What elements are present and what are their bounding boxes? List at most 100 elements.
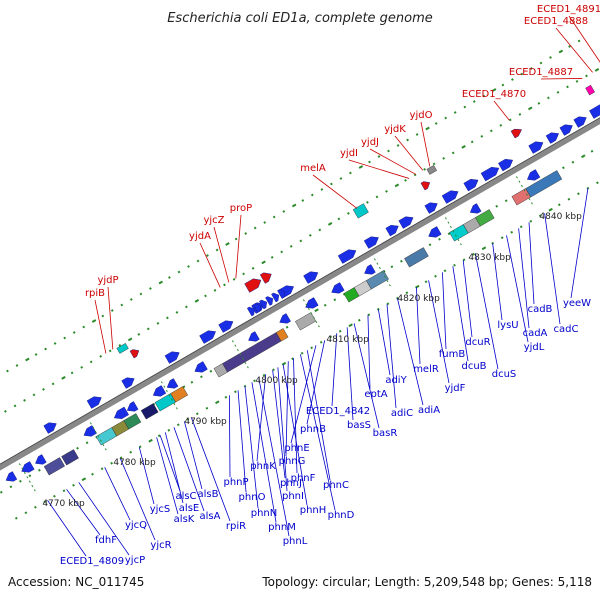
guide-dot	[15, 364, 19, 367]
gene-label-bottom[interactable]: phnJ	[280, 478, 302, 489]
reverse-gene-arrow	[527, 169, 541, 181]
guide-dot	[434, 274, 437, 278]
gene-label-bottom[interactable]: phnN	[251, 508, 278, 519]
gene-label-top[interactable]: ECED1_4870	[462, 89, 526, 100]
gene-label-top[interactable]: yjdI	[340, 148, 358, 159]
gene-label-bottom[interactable]: melR	[413, 364, 439, 375]
gene-label-top[interactable]: melA	[300, 163, 326, 174]
guide-dot	[438, 237, 441, 241]
gene-label-top[interactable]: yjdP	[97, 275, 118, 286]
gene-label-bottom[interactable]: alsA	[200, 511, 221, 522]
label-leader	[528, 222, 535, 305]
gene-label-bottom[interactable]: phnO	[239, 492, 266, 503]
label-leader	[190, 417, 231, 522]
reverse-gene-arrow	[194, 361, 208, 373]
gene-label-bottom[interactable]: basR	[373, 428, 398, 439]
gene-label-top[interactable]: yjdK	[384, 124, 406, 135]
gene-label-bottom[interactable]: phnP	[223, 477, 248, 488]
label-leader	[119, 458, 156, 541]
guide-dot	[596, 181, 599, 185]
gene-label-bottom[interactable]: yjcP	[125, 555, 145, 566]
gene-label-bottom[interactable]: ECED1_4809	[60, 556, 124, 567]
gene-label-bottom[interactable]: adiC	[391, 408, 413, 419]
gene-label-bottom[interactable]: phnD	[328, 510, 355, 521]
guide-dot	[310, 346, 314, 350]
gene-label-bottom[interactable]: dcuR	[465, 337, 490, 348]
gene-label-top[interactable]: yjcZ	[203, 215, 224, 226]
gene-label-bottom[interactable]: adiA	[418, 405, 440, 416]
red-gene-arrow	[129, 349, 140, 359]
gene-label-bottom[interactable]: phnL	[283, 536, 308, 547]
gene-label-bottom[interactable]: adiY	[385, 375, 407, 386]
gene-label-bottom[interactable]: cadA	[523, 328, 548, 339]
guide-dot	[333, 298, 337, 302]
gene-label-bottom[interactable]: ECED1_4842	[306, 406, 370, 417]
guide-dot	[70, 371, 74, 375]
gene-label-bottom[interactable]: phnE	[284, 443, 309, 454]
guide-dot	[368, 160, 371, 164]
gene-label-bottom[interactable]: yjdL	[524, 342, 545, 353]
guide-dot	[376, 307, 380, 311]
guide-dot	[25, 357, 30, 362]
small-feature	[585, 84, 595, 96]
gene-label-bottom[interactable]: phnG	[279, 456, 306, 467]
guide-dot	[156, 322, 160, 325]
gene-label-bottom[interactable]: phnC	[323, 480, 349, 491]
gene-label-bottom[interactable]: alsB	[198, 489, 219, 500]
label-leader	[258, 378, 290, 537]
gene-label-bottom[interactable]: cadC	[554, 324, 579, 335]
guide-dot	[81, 477, 87, 482]
gene-label-bottom[interactable]: rpiR	[226, 521, 246, 532]
guide-dot	[330, 182, 333, 186]
gene-label-bottom[interactable]: alsC	[175, 491, 196, 502]
gene-label-bottom[interactable]: phnK	[250, 461, 276, 472]
gene-label-bottom[interactable]: yjdF	[445, 383, 466, 394]
gene-label-bottom[interactable]: fumB	[439, 349, 466, 360]
gene-label-bottom[interactable]: yjcR	[150, 540, 171, 551]
gene-label-top[interactable]: ECED1_4887	[509, 67, 573, 78]
guide-dot	[263, 221, 267, 224]
dotted-guide-row	[6, 39, 581, 373]
guide-dot	[281, 361, 287, 366]
gene-label-bottom[interactable]: alsE	[179, 503, 199, 514]
gene-label-bottom[interactable]: fdhF	[95, 535, 117, 546]
gene-label-bottom[interactable]: phnI	[282, 491, 304, 502]
forward-gene-arrow	[559, 124, 573, 136]
gene-label-bottom[interactable]: alsK	[174, 514, 195, 525]
label-leader	[377, 309, 391, 376]
guide-dot	[44, 347, 47, 351]
gene-label-top[interactable]: yjdA	[189, 231, 211, 242]
gene-label-top[interactable]: rpiB	[85, 288, 105, 299]
tick-line	[160, 381, 179, 412]
guide-dot	[28, 474, 32, 478]
gene-label-top[interactable]: yjdJ	[361, 137, 379, 148]
gene-label-bottom[interactable]: yjcQ	[125, 520, 147, 531]
label-leader	[300, 354, 336, 511]
gene-label-bottom[interactable]: dcuB	[461, 361, 486, 372]
gene-label-bottom[interactable]: phnB	[300, 424, 326, 435]
gene-label-bottom[interactable]: basS	[347, 420, 371, 431]
label-leader	[94, 299, 107, 354]
guide-dot	[0, 490, 3, 494]
guide-dot	[577, 39, 581, 43]
gene-label-bottom[interactable]: eptA	[364, 389, 387, 400]
guide-dot	[571, 160, 575, 164]
guide-dot	[72, 331, 76, 334]
guide-dot	[158, 280, 163, 285]
guide-dot	[166, 316, 169, 320]
label-leader	[492, 243, 503, 321]
gene-label-bottom[interactable]: yeeW	[563, 298, 591, 309]
gene-label-top[interactable]: yjdO	[410, 110, 433, 121]
gene-label-bottom[interactable]: cadB	[528, 304, 553, 315]
guide-dot	[167, 428, 171, 432]
gene-label-bottom[interactable]: phnM	[268, 522, 296, 533]
gene-label-bottom[interactable]: yjcS	[150, 504, 171, 515]
gene-label-bottom[interactable]: lysU	[497, 320, 518, 331]
gene-label-bottom[interactable]: phnF	[291, 473, 316, 484]
guide-dot	[425, 126, 430, 131]
gene-label-bottom[interactable]: dcuS	[492, 369, 517, 380]
gene-label-top[interactable]: ECED1_4888	[524, 16, 588, 27]
gene-label-top[interactable]: ECED1_4891	[537, 4, 600, 15]
gene-label-bottom[interactable]: phnH	[300, 505, 327, 516]
gene-label-top[interactable]: proP	[230, 203, 252, 214]
